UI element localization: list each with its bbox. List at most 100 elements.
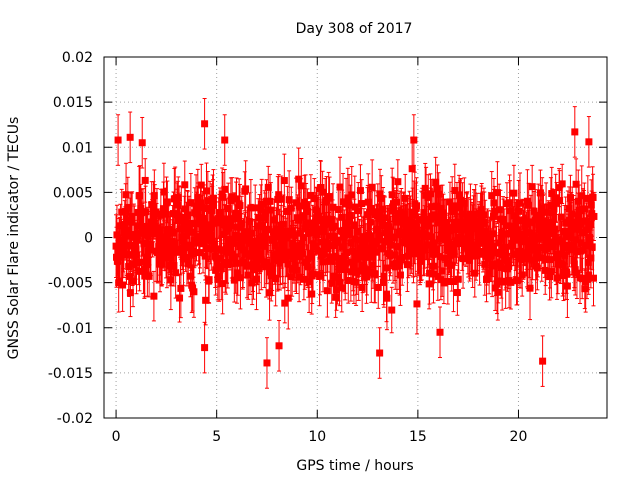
data-point [548,190,556,198]
x-tick-labels: 0 5 10 15 20 [112,429,528,445]
data-point [257,206,265,214]
data-point [476,238,484,246]
data-point [494,288,502,296]
data-point [319,188,327,196]
data-point [263,359,271,367]
data-point [329,232,337,240]
data-point [575,206,583,214]
data-point [549,243,557,251]
data-point [438,231,446,239]
data-point [140,265,148,273]
data-point [322,238,330,246]
data-point [489,212,497,220]
y-tick-label: 0.02 [62,50,93,66]
data-point [276,259,284,267]
data-point [308,290,316,298]
data-point [492,260,500,268]
data-point [355,267,363,275]
data-point [401,239,409,247]
data-point [138,139,146,147]
data-point [306,219,314,227]
data-point [283,252,291,260]
data-point [331,222,339,230]
data-point [291,261,299,269]
data-point [345,201,353,209]
data-point [463,213,471,221]
data-point [482,238,490,246]
data-point [382,264,390,272]
data-point [326,253,334,261]
data-point [288,265,296,273]
data-point [167,276,175,284]
data-point [513,276,521,284]
data-point [295,175,303,183]
data-point [128,218,136,226]
data-point [480,218,488,226]
data-point [571,219,579,227]
data-point [429,270,437,278]
data-point [566,232,574,240]
data-point [227,196,235,204]
data-point [258,221,266,229]
data-point [248,229,256,237]
data-point [163,198,171,206]
data-point [226,221,234,229]
data-point [433,245,441,253]
data-point [278,242,286,250]
data-point [443,259,451,267]
data-point [266,289,274,297]
data-point [309,224,317,232]
data-point [334,206,342,214]
data-point [132,245,140,253]
data-point [385,226,393,234]
data-point [430,239,438,247]
data-point [169,229,177,237]
data-point [119,236,127,244]
data-point [297,182,305,190]
data-point [314,247,322,255]
data-point [541,266,549,274]
data-point [556,197,564,205]
data-point [116,222,124,230]
x-tick-label: 15 [409,429,427,445]
data-point [409,249,417,257]
data-point [341,266,349,274]
data-point [177,214,185,222]
data-point [458,226,466,234]
data-point [160,188,168,196]
data-point [231,215,239,223]
data-point [376,349,384,357]
data-point [483,276,491,284]
data-point [186,272,194,280]
data-point [338,284,346,292]
data-point [293,266,301,274]
data-point [344,194,352,202]
data-point [203,245,211,253]
data-point [122,191,130,199]
data-point [514,233,522,241]
data-point [182,232,190,240]
data-point [212,254,220,262]
data-point [253,243,261,251]
data-point [585,138,593,146]
data-point [148,201,156,209]
data-point [228,193,236,201]
data-point [533,264,541,272]
data-point [341,252,349,260]
data-point [170,262,178,270]
data-point [369,244,377,252]
data-point [146,226,154,234]
data-point [254,222,262,230]
data-point [177,284,185,292]
data-point [570,260,578,268]
data-point [426,269,434,277]
data-point [573,248,581,256]
data-point [481,260,489,268]
data-point [288,228,296,236]
data-point [145,272,153,280]
data-point [435,235,443,243]
data-point [180,236,188,244]
data-point [251,204,259,212]
data-point [201,252,209,260]
data-point [446,251,454,259]
